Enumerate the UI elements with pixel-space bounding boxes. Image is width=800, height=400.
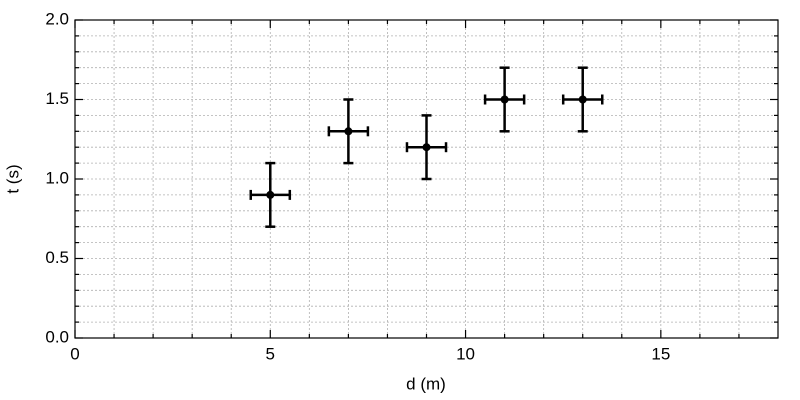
- point: [500, 95, 509, 104]
- y-tick-label: 0.0: [45, 327, 69, 346]
- y-axis-label: t (s): [3, 164, 22, 193]
- y-tick-label: 1.0: [45, 168, 69, 187]
- x-axis-label: d (m): [406, 374, 446, 393]
- point: [344, 127, 353, 136]
- point: [422, 143, 431, 152]
- y-tick-label: 0.5: [45, 248, 69, 267]
- x-tick-label: 5: [266, 344, 275, 363]
- y-tick-label: 2.0: [45, 9, 69, 28]
- plot-frame: [74, 19, 779, 339]
- x-tick-label: 15: [651, 344, 670, 363]
- x-tick-label: 10: [456, 344, 475, 363]
- point: [266, 190, 275, 199]
- y-tick-label: 1.5: [45, 89, 69, 108]
- point: [578, 95, 587, 104]
- x-tick-label: 0: [70, 344, 79, 363]
